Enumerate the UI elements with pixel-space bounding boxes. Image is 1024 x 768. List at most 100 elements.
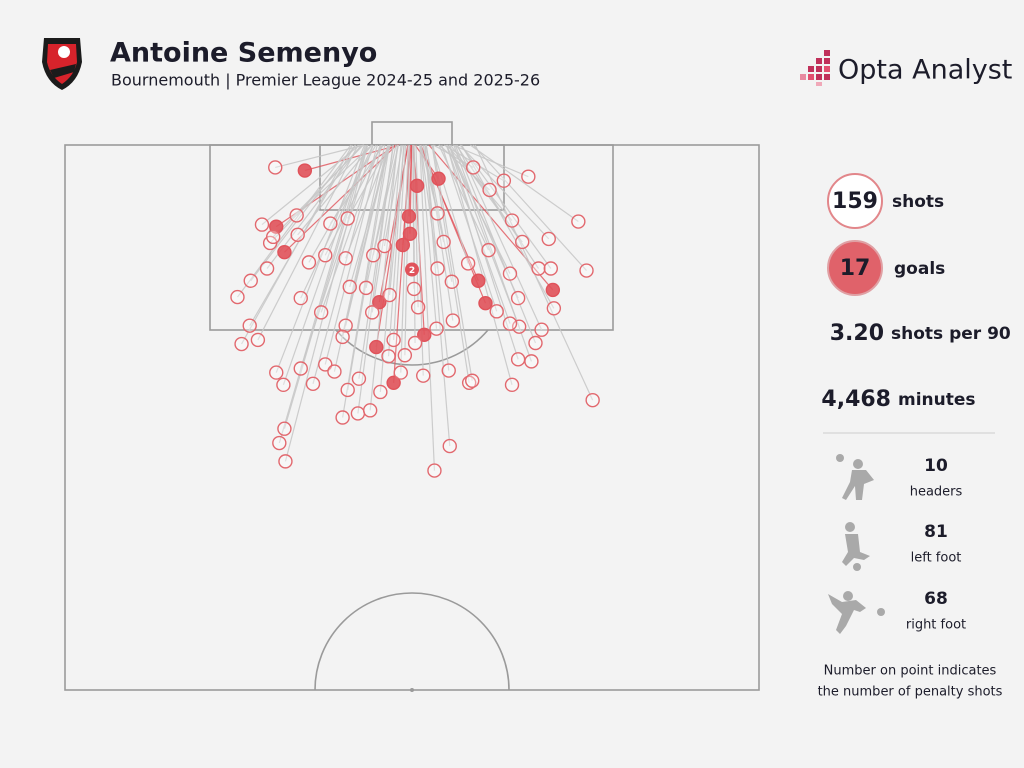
missed-shot <box>293 361 308 376</box>
shot-line <box>333 144 386 372</box>
goal-shot <box>277 244 292 260</box>
shots-per-90-label: shots per 90 <box>891 324 1011 344</box>
missed-shot <box>230 289 245 305</box>
missed-shot <box>382 287 397 303</box>
missed-shot <box>541 231 556 247</box>
missed-shot <box>386 332 401 348</box>
pitch <box>64 121 760 692</box>
shots-per-90: 3.20 <box>830 321 884 346</box>
shot-line <box>372 144 400 256</box>
missed-shot <box>381 349 396 364</box>
shot-line <box>284 144 369 462</box>
missed-shot <box>546 301 562 316</box>
shot-line <box>472 144 587 271</box>
goal-shot <box>297 163 313 178</box>
missed-shot <box>342 279 357 295</box>
brand-logo <box>800 50 830 86</box>
missed-shot <box>460 256 476 271</box>
shot-line <box>347 144 391 391</box>
goals-count: 17 <box>840 256 871 281</box>
missed-shot <box>585 392 600 408</box>
missed-shot <box>358 280 374 296</box>
missed-shot <box>290 227 305 243</box>
missed-shot <box>259 261 275 276</box>
shot-line <box>379 144 402 393</box>
shot-line <box>453 144 532 362</box>
missed-shot <box>301 255 317 270</box>
goal-shot <box>401 209 417 224</box>
shot-line <box>448 144 519 360</box>
shot-line <box>438 144 490 251</box>
club-badge <box>42 38 82 90</box>
missed-shot <box>254 217 270 232</box>
missed-shot <box>481 242 496 258</box>
missed-shot <box>373 384 388 400</box>
missed-shot <box>528 335 543 351</box>
subtitle: Bournemouth | Premier League 2024-25 and… <box>111 71 540 90</box>
penalty-count: 2 <box>409 266 415 276</box>
shot-line <box>261 144 360 226</box>
goal-shot <box>478 295 493 311</box>
missed-shot <box>445 313 461 328</box>
missed-shot <box>406 281 422 297</box>
missed-shot <box>510 290 526 306</box>
penalty-shot <box>405 262 419 277</box>
shot-line <box>425 144 454 321</box>
missed-shot <box>410 300 426 315</box>
missed-shot <box>429 321 444 336</box>
shot-line <box>419 144 438 329</box>
shot-line <box>371 144 399 313</box>
missed-shot <box>444 274 460 289</box>
shot-line <box>424 144 451 447</box>
shot-line <box>383 144 403 247</box>
missed-shot <box>243 273 258 288</box>
missed-shot <box>350 406 366 421</box>
shot-line <box>413 144 419 308</box>
missed-shot <box>515 234 530 250</box>
shot-line <box>275 144 365 169</box>
shot-line <box>456 144 543 330</box>
shot-line <box>431 144 469 264</box>
missed-shot <box>242 318 257 333</box>
headers-count: 10 <box>924 456 948 476</box>
missed-shot <box>335 410 350 425</box>
left-foot-label: left foot <box>911 551 962 566</box>
goal-shot <box>431 171 446 186</box>
missed-shot <box>393 365 408 380</box>
missed-shot <box>377 238 392 254</box>
shot-line <box>272 144 364 238</box>
missed-shot <box>430 206 445 221</box>
shot-line <box>308 144 377 263</box>
right-foot-count: 68 <box>924 589 948 609</box>
right-foot-label: right foot <box>906 618 966 633</box>
missed-shot <box>313 305 329 320</box>
goal-shot <box>402 226 418 241</box>
shot-line <box>419 144 436 471</box>
missed-shot <box>524 354 539 369</box>
missed-shot <box>489 304 504 319</box>
missed-shot <box>277 421 292 436</box>
shot-line <box>446 144 513 385</box>
shots-label: shots <box>892 192 944 212</box>
goal-shot <box>417 327 432 343</box>
note: the number of penalty shots <box>818 685 1003 700</box>
shots-count: 159 <box>832 189 878 214</box>
goal-shot <box>545 282 561 298</box>
shot-line <box>342 144 389 338</box>
missed-shot <box>407 335 423 351</box>
missed-shot <box>289 208 304 223</box>
brand-name: Opta Analyst <box>838 55 1012 86</box>
missed-shot <box>521 169 536 184</box>
headers-label: headers <box>910 485 963 500</box>
missed-shot <box>502 266 518 281</box>
missed-shot <box>531 261 546 276</box>
missed-shot <box>268 160 283 175</box>
missed-shot <box>318 248 333 263</box>
missed-shot <box>482 182 497 198</box>
missed-shot <box>266 229 281 245</box>
goal-shot <box>395 237 411 253</box>
missed-shot <box>293 290 308 306</box>
missed-shot <box>416 368 431 383</box>
